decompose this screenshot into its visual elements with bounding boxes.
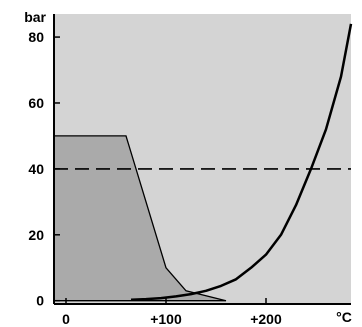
x-unit-label: °C xyxy=(336,309,352,325)
x-tick-label-0: 0 xyxy=(62,311,70,327)
y-tick-label-1: 20 xyxy=(28,227,44,243)
line-layer xyxy=(54,23,353,301)
y-tick-label-3: 60 xyxy=(28,95,44,111)
series-1-solid-line xyxy=(130,23,353,301)
y-tick-label-2: 40 xyxy=(28,161,44,177)
y-unit-label: bar xyxy=(24,9,46,25)
series-0-shaded-area xyxy=(53,135,227,302)
tick-layer: 0 +100 +200 0 20 40 60 80 xyxy=(28,29,282,327)
y-tick-label-4: 80 xyxy=(28,29,44,45)
x-tick-label-1: +100 xyxy=(150,311,182,327)
y-tick-label-0: 0 xyxy=(36,293,44,309)
area-layer xyxy=(53,135,227,302)
x-tick-label-2: +200 xyxy=(250,311,282,327)
